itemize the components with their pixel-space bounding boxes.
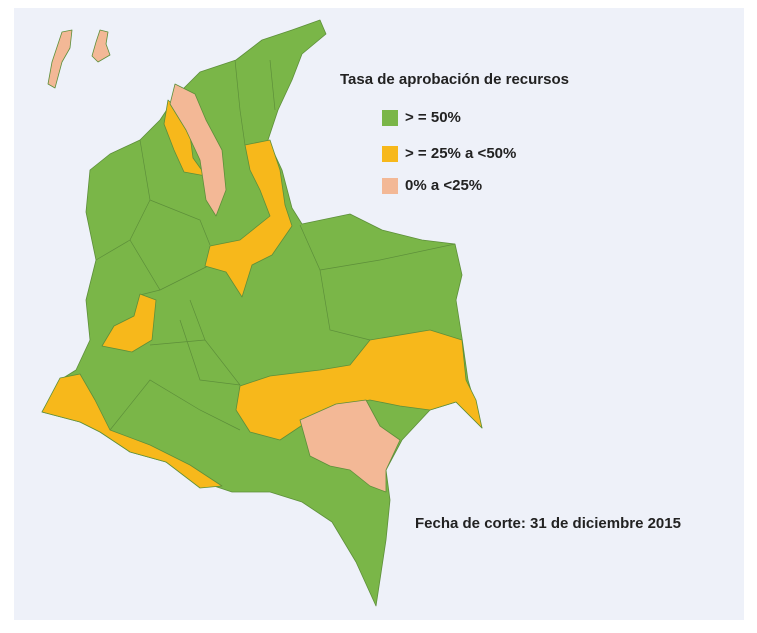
region <box>169 83 227 217</box>
legend-swatch <box>382 110 398 126</box>
region <box>204 139 293 298</box>
legend-swatch <box>382 146 398 162</box>
legend-label: 0% a <25% <box>405 177 482 194</box>
region <box>101 293 157 353</box>
date-note: Fecha de corte: 31 de diciembre 2015 <box>415 515 681 532</box>
island <box>47 29 73 89</box>
island <box>91 29 111 63</box>
region <box>41 373 223 489</box>
legend-swatch <box>382 178 398 194</box>
legend-label: > = 25% a <50% <box>405 145 516 162</box>
region <box>235 329 483 441</box>
department-border <box>95 59 456 431</box>
region <box>299 399 401 493</box>
legend-label: > = 50% <box>405 109 461 126</box>
legend-title: Tasa de aprobación de recursos <box>340 71 569 88</box>
